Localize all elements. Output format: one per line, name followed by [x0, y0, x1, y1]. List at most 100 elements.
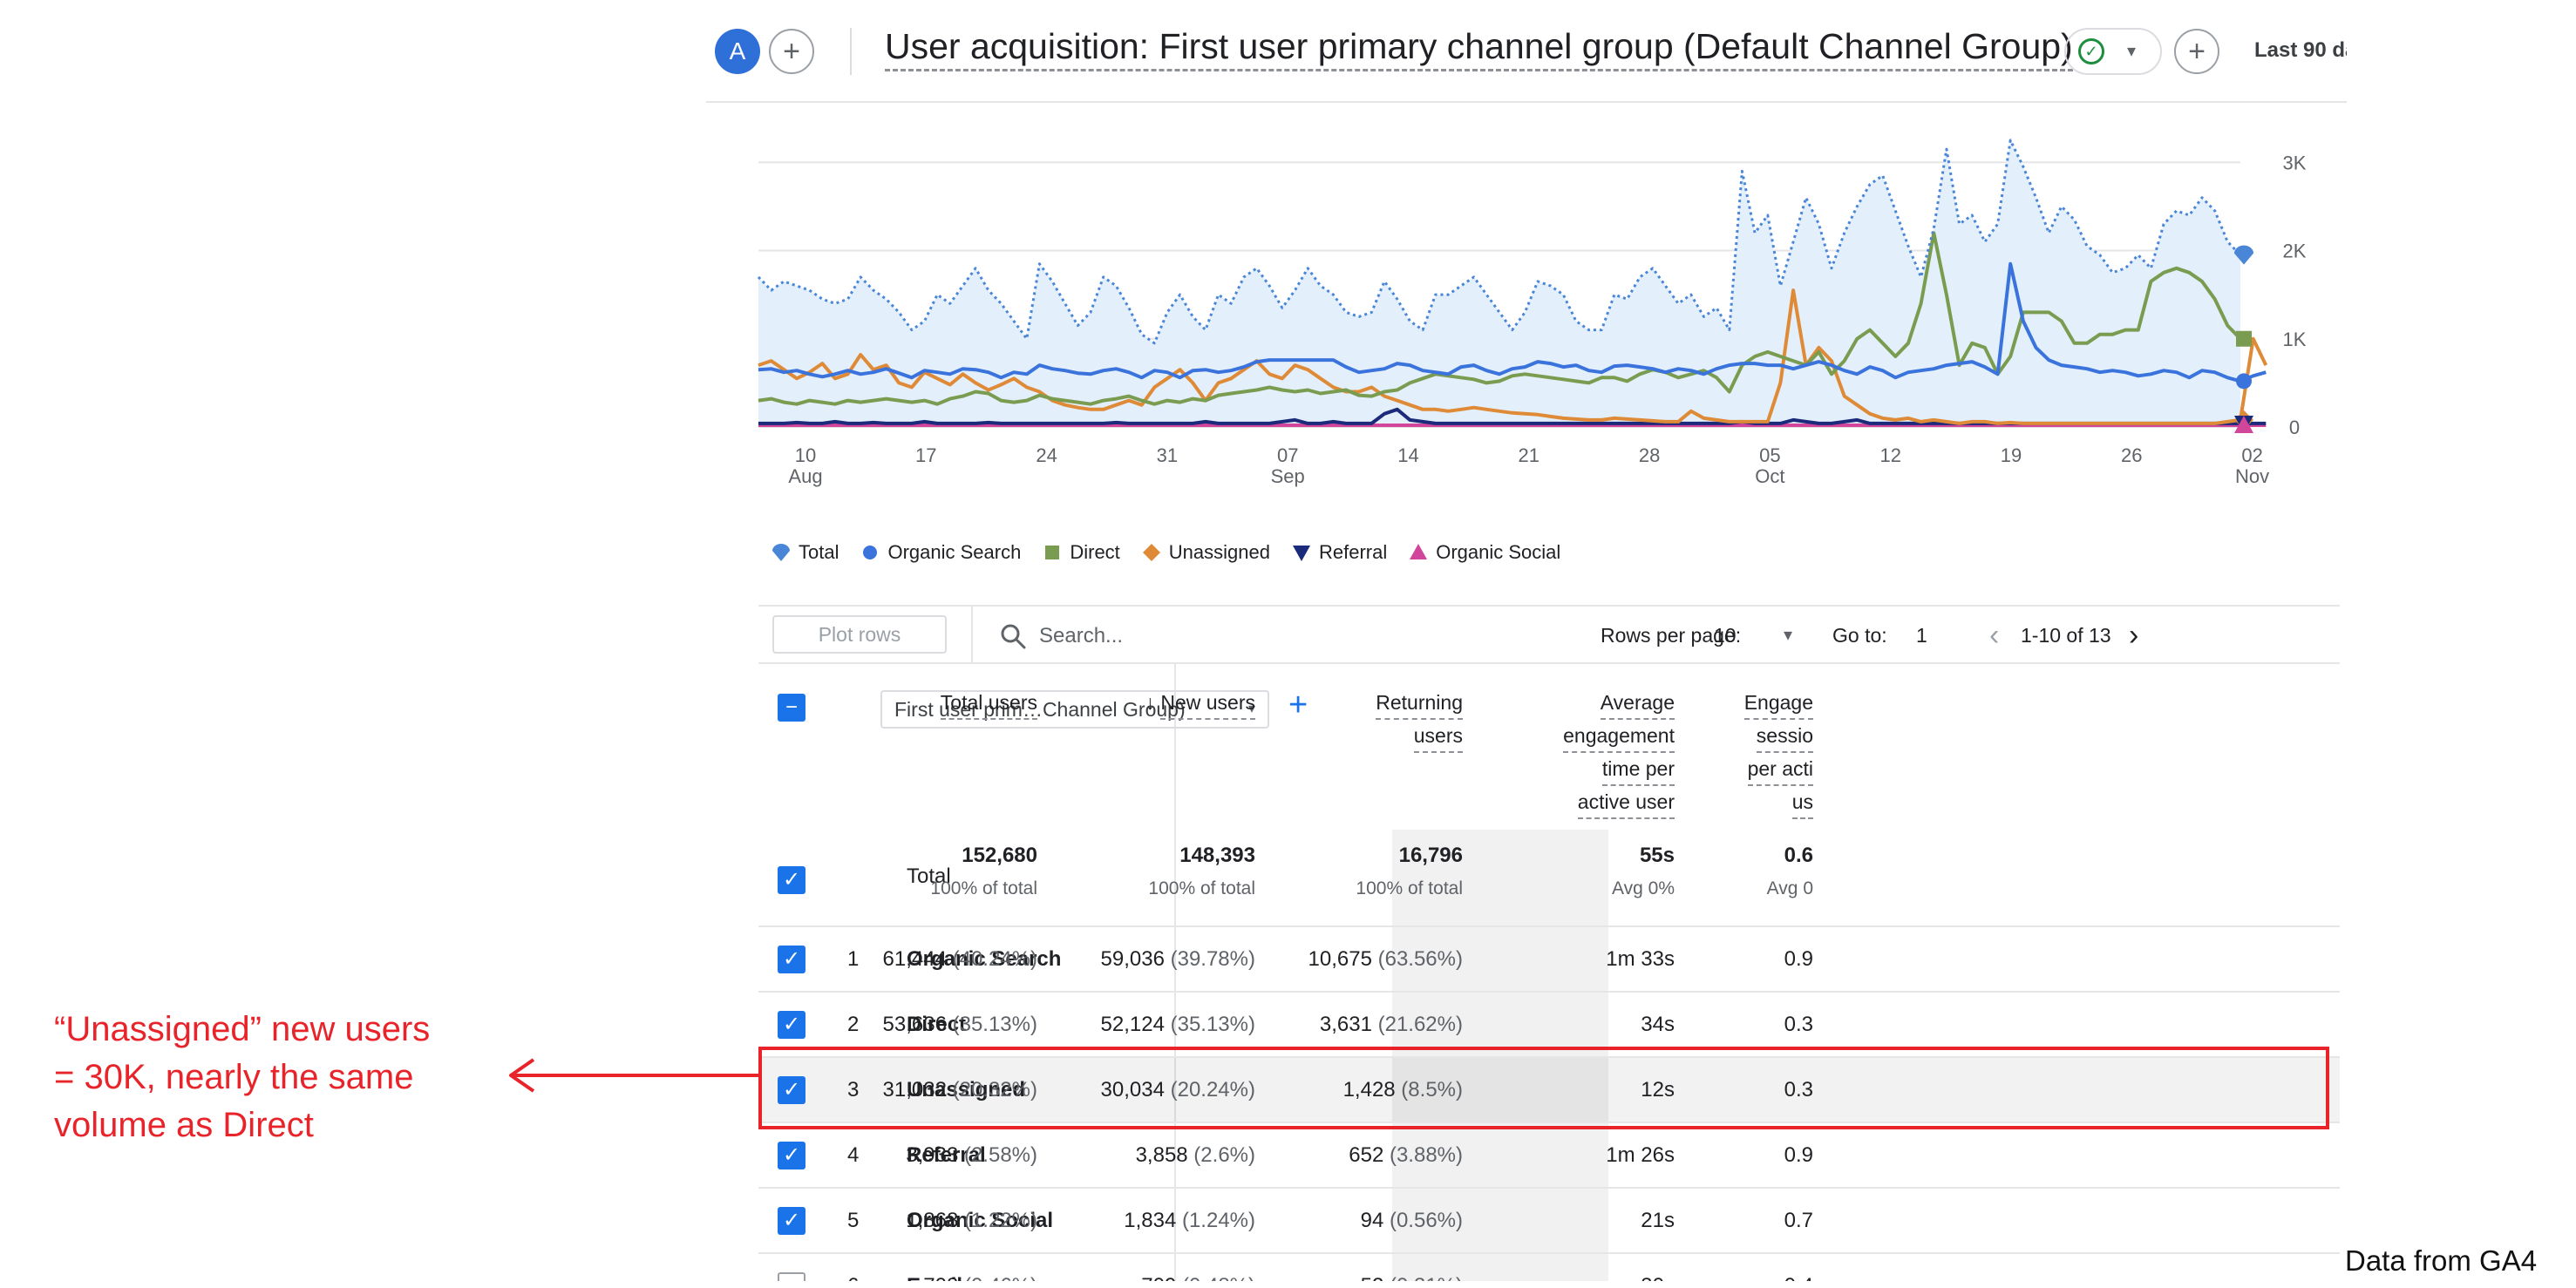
go-to-input[interactable]: 1 — [1916, 624, 1927, 647]
table-row[interactable]: ✓ 1 Organic Search 61,444 (40.24%) 59,036 (3… — [758, 927, 2340, 993]
row-number: 4 — [847, 1143, 860, 1167]
series-line-total[interactable] — [757, 139, 2242, 345]
legend-label: Referral — [1318, 541, 1388, 563]
row-channel-name: Organic Social — [907, 1209, 1054, 1232]
legend-item-total[interactable]: Total — [771, 541, 839, 564]
table-row[interactable]: ✓ 4 Referral 3,933 (2.58%) 3,858 (2.6%) 652 (… — [758, 1123, 2340, 1189]
row-metric-cell: 0.4 — [1784, 1274, 1813, 1281]
series-line-direct[interactable] — [758, 231, 2242, 406]
metric-header[interactable]: Engage sessio per acti us — [1743, 687, 1813, 819]
y-tick-label: 0 — [2289, 417, 2300, 438]
total-subvalue: 100% of total — [1356, 878, 1463, 898]
add-button[interactable]: + — [2174, 29, 2219, 74]
report-status-button[interactable]: ✓ ▾ — [2064, 28, 2162, 75]
metric-header[interactable]: Returning users — [1376, 687, 1463, 753]
row-channel-name: Unassigned — [907, 1078, 1026, 1102]
metric-header[interactable]: ↓ New users — [1145, 687, 1255, 720]
series-end-marker — [2234, 415, 2253, 433]
row-checkbox[interactable]: ✓ — [778, 1076, 805, 1104]
legend-marker-icon — [863, 546, 878, 559]
row-checkbox[interactable]: ✓ — [778, 1142, 805, 1169]
row-metric-cell: 10,675 (63.56%) — [1308, 947, 1463, 971]
legend-item-organic-social[interactable]: Organic Social — [1408, 541, 1560, 564]
row-metric-cell: 30,034 (20.24%) — [1100, 1078, 1255, 1102]
row-metric-cell: 0.3 — [1784, 1078, 1813, 1102]
source-note: Data from GA4 — [2345, 1244, 2538, 1277]
row-channel-name: Organic Search — [907, 947, 1062, 971]
table-row[interactable]: ✓ 2 Direct 53,636 (35.13%) 52,124 (35.13%) 3,… — [758, 993, 2340, 1058]
metric-header-line: active user — [1563, 786, 1675, 819]
metric-header-line: users — [1376, 720, 1463, 753]
dimension-select[interactable]: First user prim…Channel Group) ▾ — [880, 690, 1269, 729]
metric-header-line: us — [1744, 786, 1813, 819]
chevron-down-icon[interactable]: ▾ — [1784, 626, 1793, 645]
row-metric-cell: 52,124 (35.13%) — [1100, 1013, 1255, 1036]
legend-marker-icon — [1045, 546, 1060, 559]
series-line-organic-search[interactable] — [758, 261, 2267, 383]
annotation-line: volume as Direct — [54, 1106, 314, 1144]
chevron-left-icon[interactable]: ‹ — [1989, 619, 2000, 652]
row-metric-cell: 21s — [1641, 1209, 1675, 1232]
metric-header-line: sessio — [1744, 720, 1813, 753]
x-tick-label: 19 — [2001, 444, 2022, 466]
total-subvalue: Avg 0% — [1612, 878, 1675, 898]
add-dimension-button[interactable]: + — [1288, 687, 1308, 723]
report-title[interactable]: User acquisition: First user primary cha… — [885, 26, 2073, 71]
row-number: 3 — [847, 1078, 860, 1102]
report-panel: A + User acquisition: First user primary… — [706, 9, 2347, 1281]
page-range: 1-10 of 13 — [2021, 624, 2111, 647]
x-tick-label: 07 — [1277, 444, 1298, 466]
row-metric-cell: 52 (0.31%) — [1361, 1274, 1463, 1281]
table-row[interactable]: ✓ 3 Unassigned 31,032 (20.32%) 30,034 (20.24… — [758, 1058, 2340, 1123]
row-checkbox[interactable]: ✓ — [778, 946, 805, 973]
row-metric-cell: 0.9 — [1784, 947, 1813, 971]
rows-per-page-select[interactable]: 10 — [1714, 624, 1737, 647]
x-tick-month-label: Aug — [788, 465, 822, 487]
select-all-checkbox[interactable]: − — [778, 694, 805, 722]
total-row-label: Total — [907, 864, 951, 888]
metric-header-line: per acti — [1744, 753, 1813, 786]
table-row[interactable]: 6 Email708 (0.46%) 709 (0.48%) 52 (0.31%) 30… — [758, 1254, 2340, 1281]
row-metric-cell: 12s — [1641, 1078, 1675, 1102]
sort-arrow-icon: ↓ — [1145, 691, 1161, 714]
row-checkbox[interactable]: ✓ — [778, 1011, 805, 1039]
annotation-text: “Unassigned” new users = 30K, nearly the … — [54, 1006, 507, 1149]
metric-header-line: engagement — [1563, 720, 1675, 753]
x-tick-month-label: Nov — [2235, 465, 2269, 487]
metric-header[interactable]: Total users — [940, 687, 1037, 720]
highlight-box — [758, 1047, 2329, 1129]
row-checkbox[interactable]: ✓ — [778, 1207, 805, 1235]
metric-header[interactable]: Average engagement time per active user — [1563, 687, 1675, 819]
total-row-checkbox[interactable]: ✓ — [778, 866, 805, 894]
total-subvalue: 100% of total — [930, 878, 1037, 898]
series-area-total — [758, 139, 2240, 427]
row-metric-cell: 1,834 (1.24%) — [1124, 1209, 1255, 1232]
metric-header-line: Engage — [1743, 687, 1813, 720]
plot-rows-button[interactable]: Plot rows — [772, 615, 947, 654]
row-metric-cell: 1m 33s — [1606, 947, 1675, 971]
series-line-unassigned[interactable] — [758, 288, 2268, 425]
x-tick-label: 31 — [1157, 444, 1178, 466]
total-value: 0.6 — [1784, 844, 1813, 867]
legend-item-referral[interactable]: Referral — [1291, 541, 1387, 564]
date-range-label[interactable]: Last 90 da — [2254, 38, 2347, 62]
add-comparison-button[interactable]: + — [769, 29, 814, 74]
chevron-right-icon[interactable]: › — [2129, 619, 2139, 652]
legend-item-unassigned[interactable]: Unassigned — [1141, 541, 1270, 564]
x-tick-label: 17 — [915, 444, 936, 466]
search-input[interactable] — [1037, 619, 1477, 654]
row-metric-cell: 3,858 (2.6%) — [1135, 1143, 1255, 1167]
row-number: 2 — [847, 1013, 860, 1036]
table-row[interactable]: ✓ 5 Organic Social 1,868 (1.22%) 1,834 (1.24… — [758, 1189, 2340, 1254]
legend-item-direct[interactable]: Direct — [1042, 541, 1120, 564]
sorted-column-highlight — [1392, 830, 1608, 1281]
metric-header-line: ↓ New users — [1145, 687, 1255, 720]
row-metric-cell: 3,631 (21.62%) — [1319, 1013, 1463, 1036]
avatar[interactable]: A — [715, 29, 760, 74]
x-tick-label: 24 — [1036, 444, 1057, 466]
total-value: 148,393 — [1179, 844, 1255, 867]
row-metric-cell: 1,428 (8.5%) — [1342, 1078, 1463, 1102]
row-checkbox[interactable] — [778, 1272, 805, 1281]
legend-item-organic-search[interactable]: Organic Search — [860, 541, 1021, 564]
